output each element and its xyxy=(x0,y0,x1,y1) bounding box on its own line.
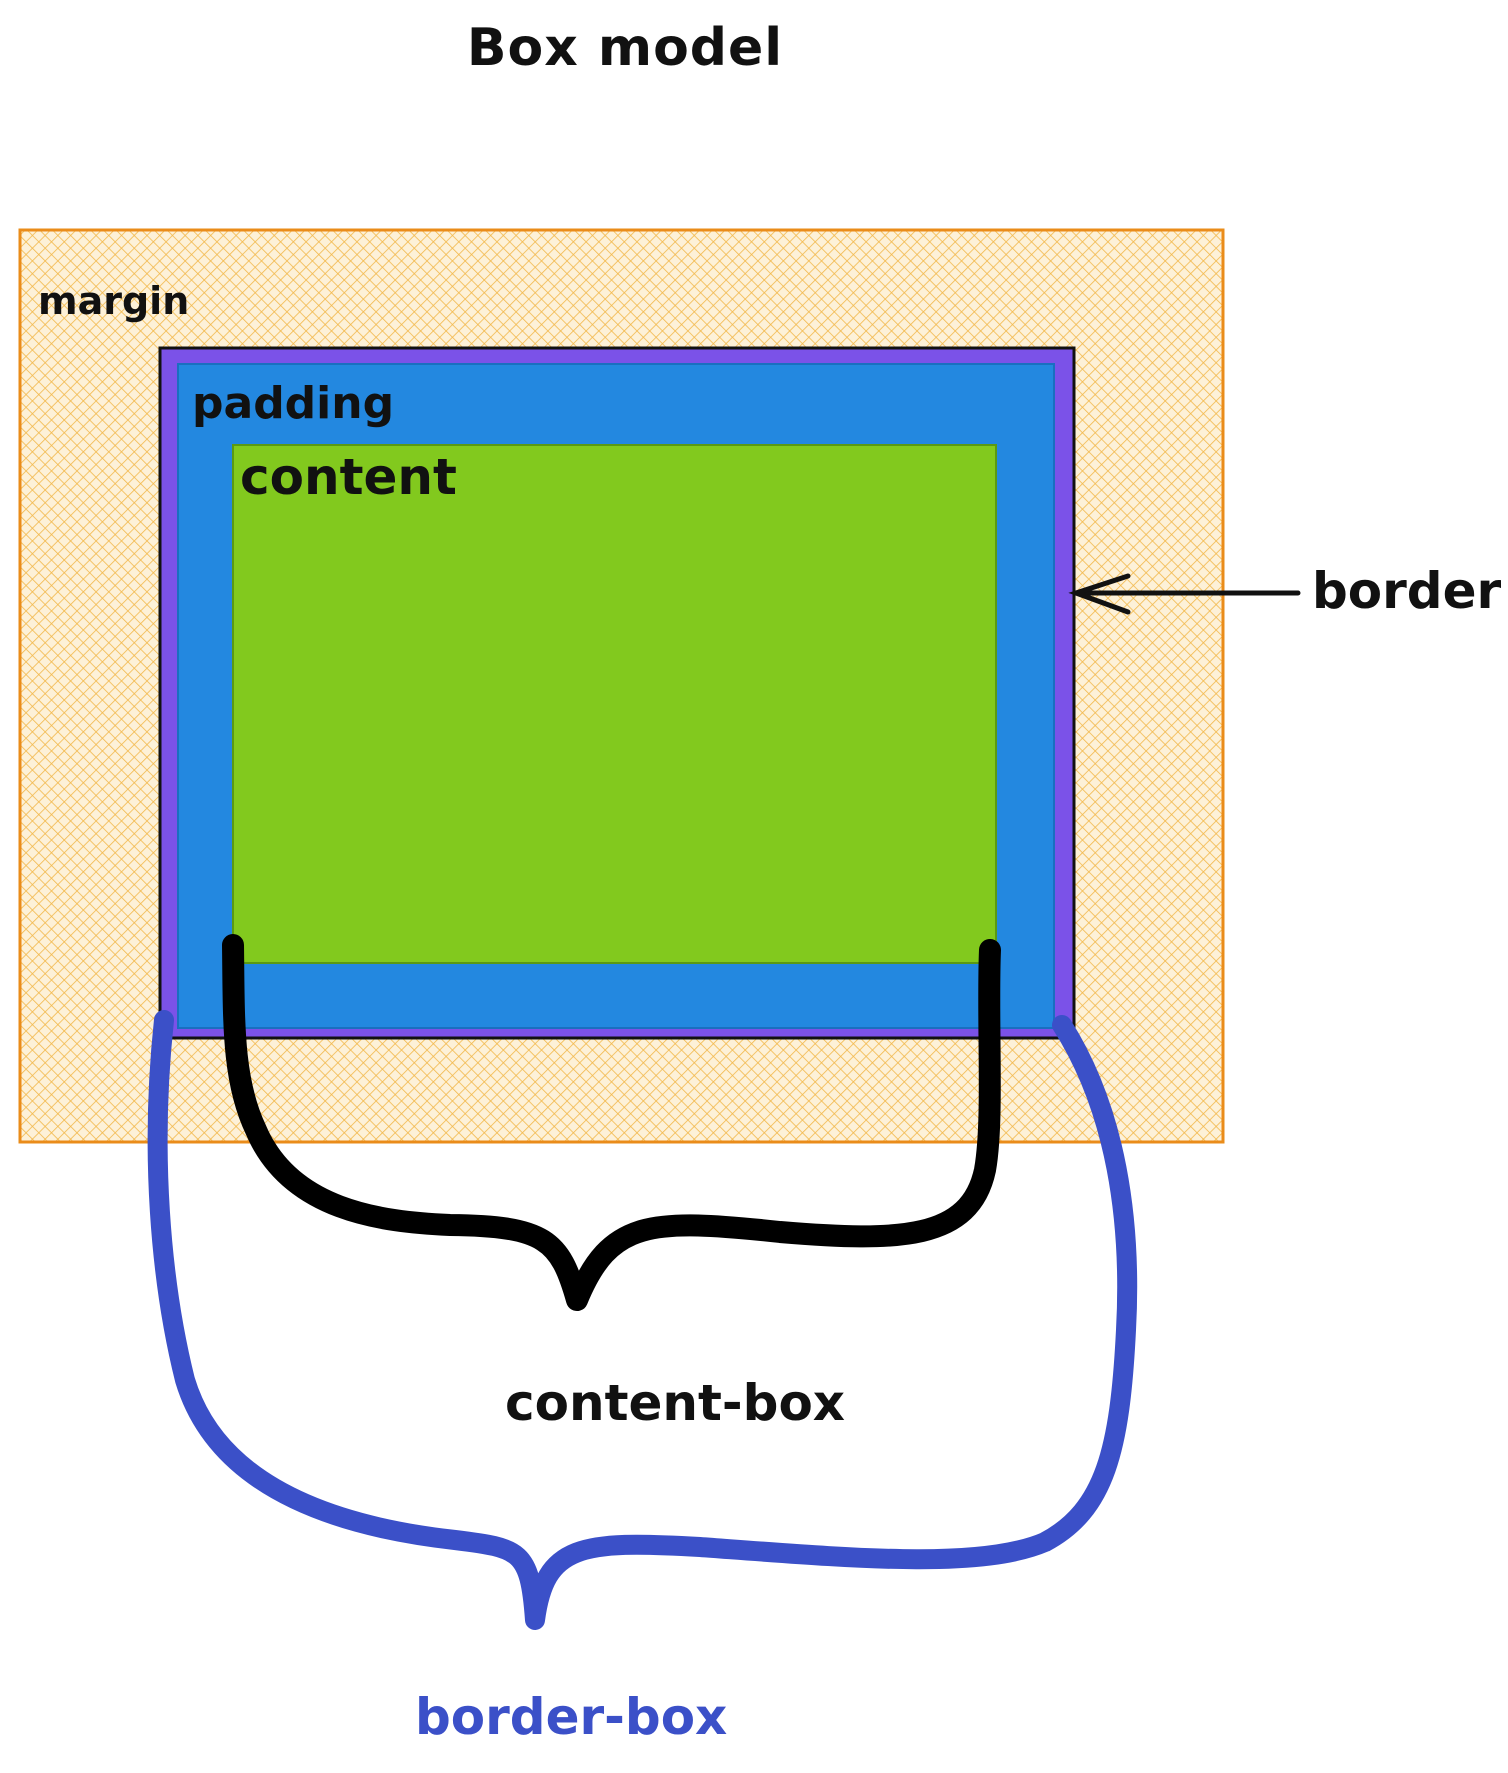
content-area xyxy=(232,444,997,964)
diagram-title: Box model xyxy=(466,18,784,78)
border-box-brace xyxy=(147,1010,1138,1630)
border-box-label: border-box xyxy=(415,1688,728,1746)
content-box-brace xyxy=(222,934,1001,1311)
margin-label: margin xyxy=(38,279,190,323)
padding-label: padding xyxy=(192,378,395,429)
border-arrow xyxy=(1068,573,1301,615)
content-box-label: content-box xyxy=(505,1374,846,1432)
border-label: border xyxy=(1312,562,1502,620)
content-label: content xyxy=(240,448,457,506)
